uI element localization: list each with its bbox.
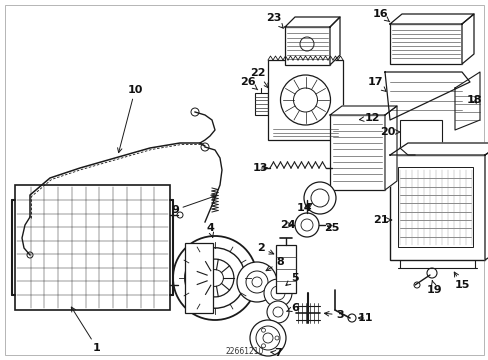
Bar <box>389 155 484 260</box>
Text: 4: 4 <box>205 223 214 237</box>
Circle shape <box>301 219 312 231</box>
Text: 25: 25 <box>324 223 339 233</box>
Circle shape <box>264 279 291 307</box>
Circle shape <box>263 333 272 343</box>
Circle shape <box>237 262 276 302</box>
Polygon shape <box>484 143 488 260</box>
Circle shape <box>293 88 317 112</box>
Circle shape <box>206 270 223 287</box>
Circle shape <box>191 108 199 116</box>
Text: 23: 23 <box>266 13 283 28</box>
Circle shape <box>249 320 285 356</box>
Text: 9: 9 <box>171 195 215 215</box>
Circle shape <box>196 259 233 297</box>
Text: 13: 13 <box>252 163 267 173</box>
Bar <box>389 24 461 64</box>
Polygon shape <box>285 17 339 27</box>
Circle shape <box>251 277 262 287</box>
Bar <box>267 60 342 140</box>
Text: 20: 20 <box>380 127 399 137</box>
Bar <box>15 185 170 310</box>
Circle shape <box>184 248 245 308</box>
Circle shape <box>201 143 208 151</box>
Bar <box>184 243 213 313</box>
Polygon shape <box>329 17 339 65</box>
Polygon shape <box>384 72 469 120</box>
Text: 11: 11 <box>357 313 372 323</box>
Text: 1: 1 <box>71 307 101 353</box>
Circle shape <box>426 268 436 278</box>
Circle shape <box>280 75 330 125</box>
Circle shape <box>177 282 183 288</box>
Text: 26: 26 <box>240 77 257 90</box>
Circle shape <box>177 212 183 218</box>
Text: 19: 19 <box>427 281 442 295</box>
Circle shape <box>294 213 318 237</box>
Circle shape <box>266 301 288 323</box>
Text: 8: 8 <box>265 257 284 271</box>
Text: 14: 14 <box>297 203 312 213</box>
Bar <box>329 115 384 190</box>
Circle shape <box>27 252 33 258</box>
Circle shape <box>261 328 265 332</box>
Bar <box>397 167 472 247</box>
Circle shape <box>256 326 280 350</box>
Circle shape <box>272 307 283 317</box>
Circle shape <box>310 189 328 207</box>
Bar <box>399 120 441 148</box>
Text: 5: 5 <box>285 273 298 285</box>
Circle shape <box>304 182 335 214</box>
Text: 7: 7 <box>270 348 281 358</box>
Polygon shape <box>461 14 473 64</box>
Text: 24: 24 <box>280 220 295 230</box>
Circle shape <box>261 344 265 348</box>
Text: 2: 2 <box>257 243 273 254</box>
Circle shape <box>245 271 267 293</box>
Text: 22: 22 <box>250 68 268 88</box>
Text: 15: 15 <box>453 272 469 290</box>
Polygon shape <box>384 106 396 190</box>
Text: 17: 17 <box>366 77 386 91</box>
Text: 18: 18 <box>465 95 481 105</box>
Text: 12: 12 <box>359 113 379 123</box>
Polygon shape <box>454 72 479 130</box>
Polygon shape <box>389 143 488 155</box>
Text: 6: 6 <box>286 303 298 313</box>
Text: 21: 21 <box>372 215 391 225</box>
Circle shape <box>413 282 419 288</box>
Bar <box>254 93 267 115</box>
Circle shape <box>347 314 355 322</box>
Bar <box>285 27 329 65</box>
Circle shape <box>299 37 313 51</box>
Circle shape <box>173 236 257 320</box>
Circle shape <box>270 286 285 300</box>
Text: 22661210: 22661210 <box>225 347 263 356</box>
Circle shape <box>274 336 279 340</box>
Text: 10: 10 <box>117 85 142 153</box>
Text: 3: 3 <box>324 310 343 320</box>
Text: 16: 16 <box>371 9 389 22</box>
Polygon shape <box>329 106 396 115</box>
Bar <box>275 245 295 293</box>
Polygon shape <box>389 14 473 24</box>
